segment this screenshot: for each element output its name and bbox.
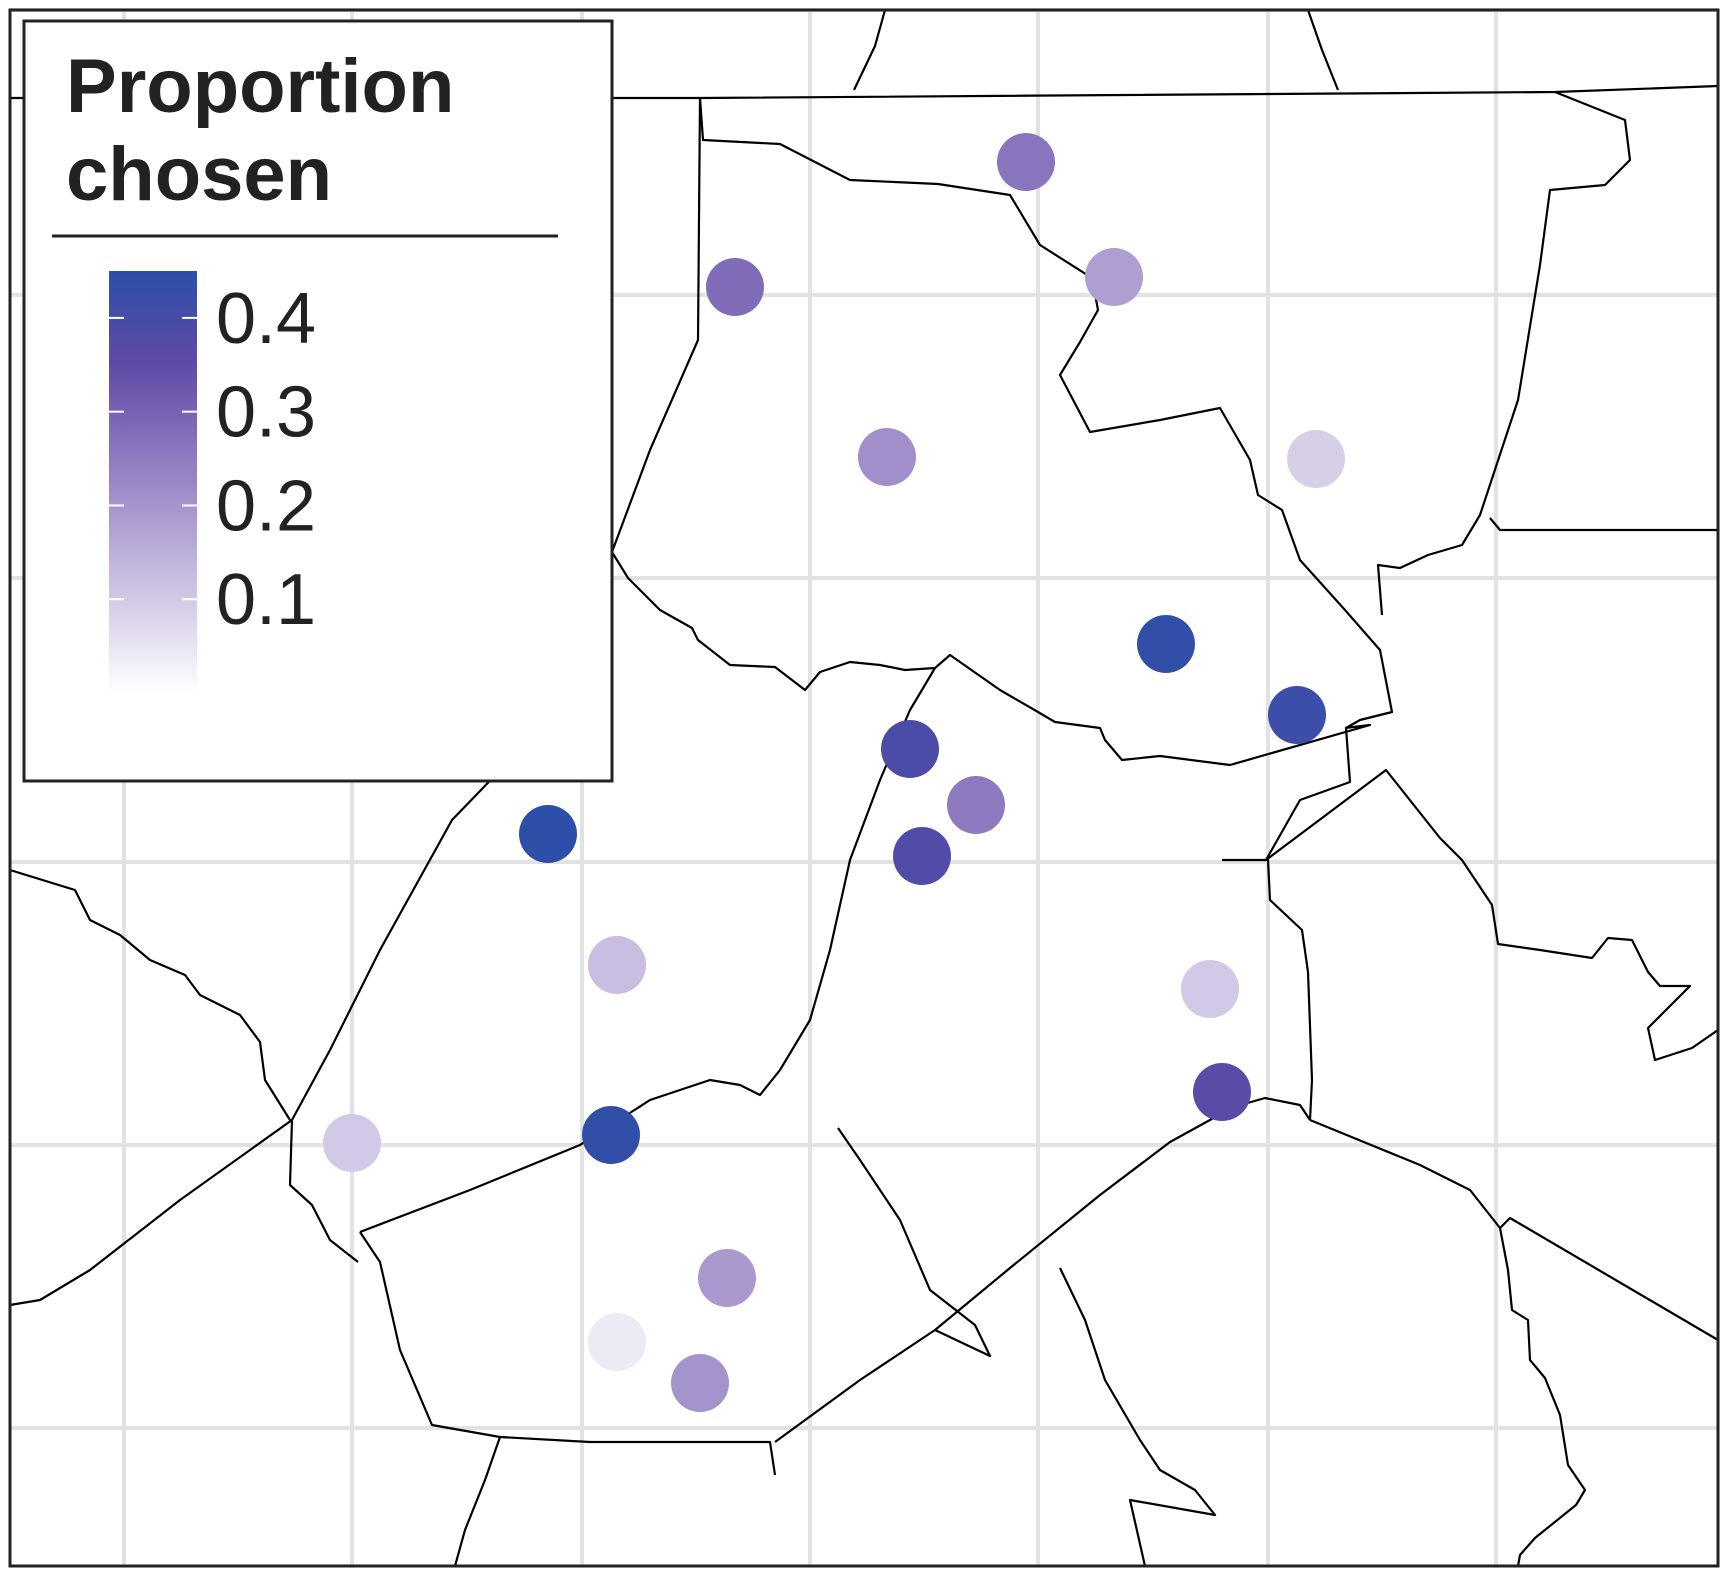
legend-colorbar [109, 271, 197, 693]
map-point-8 [881, 720, 939, 778]
map-point-11 [519, 805, 577, 863]
map-point-15 [323, 1114, 381, 1172]
map-point-7 [1268, 686, 1326, 744]
legend-title-line2: chosen [66, 132, 332, 217]
map-point-6 [1137, 615, 1195, 673]
map-point-13 [1181, 960, 1239, 1018]
legend-tick-label: 0.2 [216, 466, 316, 546]
map-point-2 [1085, 248, 1143, 306]
legend-tick-label: 0.1 [216, 560, 316, 640]
map-point-3 [706, 258, 764, 316]
legend: Proportion chosen 0.4 0.3 0.2 0.1 [22, 19, 614, 783]
map-point-18 [588, 1313, 646, 1371]
legend-tick-label: 0.3 [216, 373, 316, 453]
map-frame [8, 8, 1720, 1568]
map-point-16 [582, 1106, 640, 1164]
legend-ticks: 0.4 0.3 0.2 0.1 [109, 279, 316, 640]
map-point-4 [858, 428, 916, 486]
map-point-5 [1287, 430, 1345, 488]
map-point-14 [1193, 1063, 1251, 1121]
map-point-1 [997, 133, 1055, 191]
map-point-19 [671, 1354, 729, 1412]
legend-tick-label: 0.4 [216, 279, 316, 359]
map-point-12 [588, 936, 646, 994]
point-layer [323, 133, 1345, 1412]
map-point-17 [698, 1249, 756, 1307]
legend-title-line1: Proportion [66, 44, 454, 129]
map-point-10 [893, 827, 951, 885]
map-point-9 [947, 776, 1005, 834]
